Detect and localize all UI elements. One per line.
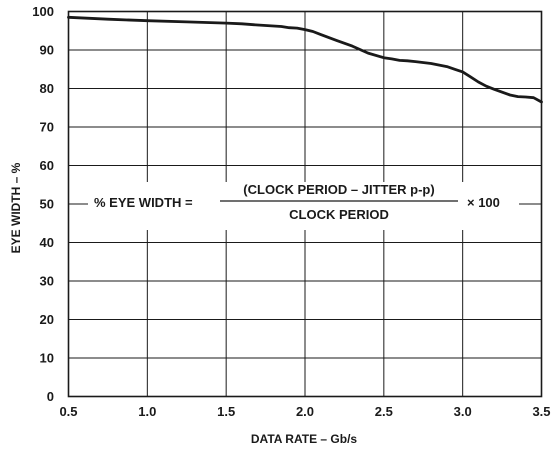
y-tick-label: 80 — [40, 81, 54, 96]
y-tick-label: 0 — [47, 389, 54, 404]
y-tick-label: 70 — [40, 120, 54, 135]
formula-numerator: (CLOCK PERIOD – JITTER p-p) — [243, 182, 434, 197]
series-group — [67, 15, 543, 104]
x-tick-label: 3.0 — [454, 404, 472, 419]
formula-rhs: × 100 — [467, 195, 500, 210]
y-tick-label: 90 — [40, 43, 54, 58]
y-tick-label: 10 — [40, 351, 54, 366]
plot-frame — [67, 10, 543, 398]
formula-background — [88, 182, 519, 230]
y-tick-label: 50 — [40, 197, 54, 212]
x-tick-label: 0.5 — [59, 404, 77, 419]
y-tick-label: 30 — [40, 274, 54, 289]
formula-lhs: % EYE WIDTH = — [94, 195, 193, 210]
y-tick-labels: 0 10 20 30 40 50 60 70 80 90 100 — [32, 4, 54, 404]
x-tick-label: 2.0 — [296, 404, 314, 419]
x-tick-label: 2.5 — [375, 404, 393, 419]
y-tick-label: 60 — [40, 158, 54, 173]
formula-annotation: % EYE WIDTH = (CLOCK PERIOD – JITTER p-p… — [88, 182, 519, 230]
eye-width-series-line — [67, 15, 543, 104]
y-axis-label: EYE WIDTH – % — [9, 162, 23, 253]
y-tick-label: 40 — [40, 235, 54, 250]
y-tick-label: 100 — [32, 4, 54, 19]
x-tick-label: 1.5 — [217, 404, 235, 419]
y-tick-label: 20 — [40, 312, 54, 327]
x-axis-label: DATA RATE – Gb/s — [251, 432, 358, 446]
formula-denominator: CLOCK PERIOD — [289, 207, 389, 222]
x-tick-label: 3.5 — [532, 404, 550, 419]
x-tick-label: 1.0 — [138, 404, 156, 419]
x-tick-labels: 0.5 1.0 1.5 2.0 2.5 3.0 3.5 — [59, 404, 550, 419]
